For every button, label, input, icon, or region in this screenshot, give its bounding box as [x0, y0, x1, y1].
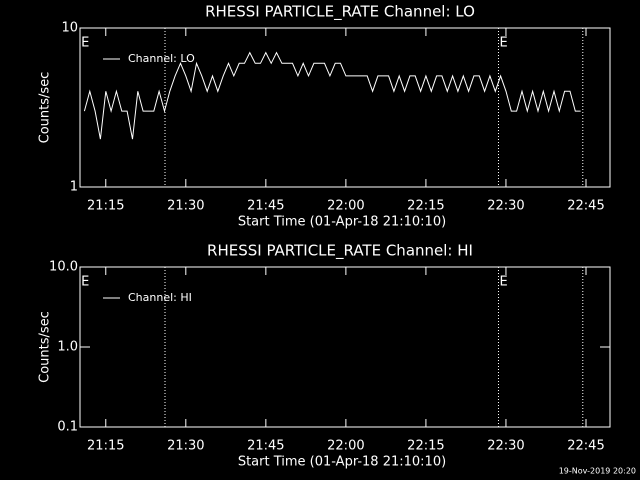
chart-title: RHESSI PARTICLE_RATE Channel: HI — [207, 242, 473, 261]
y-axis-label: Counts/sec — [38, 72, 53, 144]
footer: 19-Nov-2019 20:20 — [559, 467, 636, 476]
x-tick-label: 22:15 — [407, 199, 444, 214]
x-tick-label: 22:00 — [327, 439, 364, 454]
plot-frame — [79, 27, 611, 188]
x-tick-label: 22:00 — [327, 199, 364, 214]
x-tick-label: 21:30 — [167, 439, 204, 454]
x-tick-label: 21:15 — [87, 199, 124, 214]
x-tick-label: 21:45 — [247, 199, 284, 214]
legend-label: Channel: HI — [128, 291, 192, 304]
y-tick-label: 10 — [61, 21, 78, 36]
x-tick-label: 22:30 — [487, 199, 524, 214]
x-axis-label: Start Time (01-Apr-18 21:10:10) — [238, 455, 446, 470]
x-tick-label: 21:30 — [167, 199, 204, 214]
chart-title: RHESSI PARTICLE_RATE Channel: LO — [205, 3, 475, 22]
y-axis-label: Counts/sec — [38, 311, 53, 383]
x-tick-label: 22:15 — [407, 439, 444, 454]
x-tick-label: 21:15 — [87, 439, 124, 454]
legend-label: Channel: LO — [128, 52, 195, 65]
annotation: E — [499, 36, 507, 51]
annotation: E — [499, 275, 507, 290]
y-tick-label: 1 — [70, 180, 78, 195]
annotation: E — [81, 36, 89, 51]
x-tick-label: 22:30 — [487, 439, 524, 454]
annotation: E — [81, 275, 89, 290]
x-tick-label: 22:45 — [567, 199, 604, 214]
data-line — [83, 51, 581, 140]
x-tick-label: 21:45 — [247, 439, 284, 454]
x-axis-label: Start Time (01-Apr-18 21:10:10) — [238, 215, 446, 230]
y-tick-label: 1.0 — [57, 340, 78, 355]
y-tick-label: 10.0 — [49, 260, 78, 275]
y-tick-label: 0.1 — [57, 420, 78, 435]
x-tick-label: 22:45 — [567, 439, 604, 454]
